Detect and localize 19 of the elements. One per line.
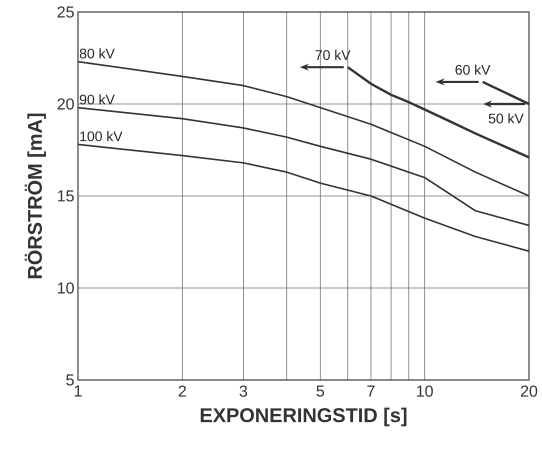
y-tick-label: 25: [58, 6, 74, 18]
y-tick-label: 15: [58, 190, 74, 202]
x-tick-label: 1: [74, 386, 82, 396]
y-tick-label: 5: [66, 374, 74, 386]
series-label: 80 kV: [80, 48, 115, 58]
series-label: 90 kV: [80, 94, 115, 104]
y-tick-label: 10: [58, 282, 74, 294]
y-tick-label: 20: [58, 98, 74, 110]
x-axis-title: EXPONERINGSTID [s]: [200, 408, 406, 426]
x-tick-label: 5: [316, 386, 324, 397]
x-tick-label: 3: [240, 386, 248, 397]
y-axis-title: RÖRSTRÖM [mA]: [24, 114, 46, 278]
x-tick-label: 10: [417, 386, 433, 397]
series-label: 100 kV: [80, 131, 123, 142]
x-tick-label: 2: [178, 386, 186, 397]
annotation: 60 kV: [456, 64, 490, 75]
x-tick-label: 20: [520, 386, 538, 397]
x-tick-label: 7: [367, 386, 375, 396]
annotation: 50 kV: [488, 113, 524, 124]
